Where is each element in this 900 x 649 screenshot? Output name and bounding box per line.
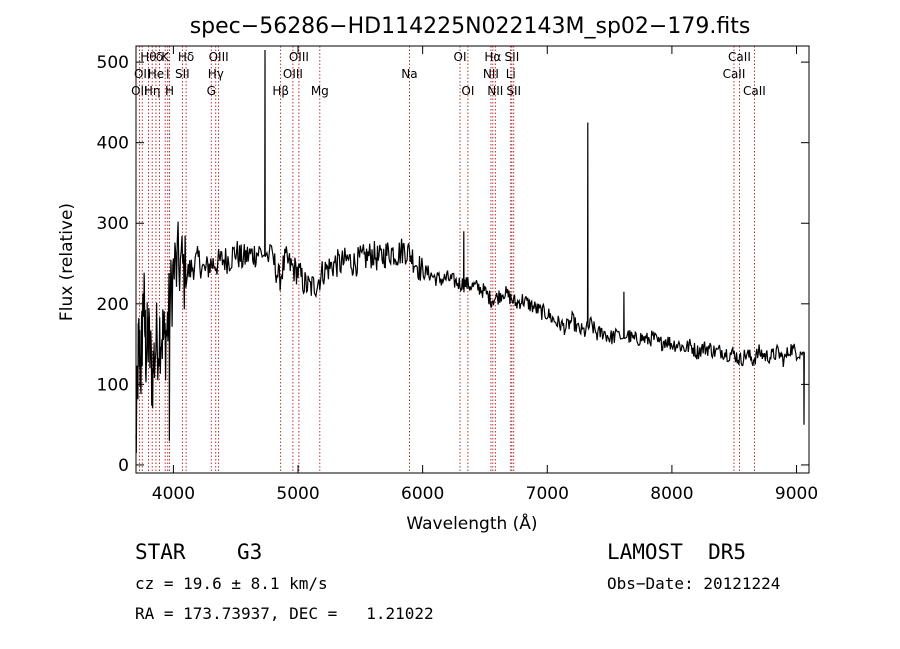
x-tick-label: 9000 <box>775 484 818 504</box>
spectral-line-markers <box>138 46 755 473</box>
y-tick-label: 500 <box>97 53 129 73</box>
spectral-line-label: SII <box>505 50 520 64</box>
spectral-line-label: NII <box>487 84 503 98</box>
spectral-line-label: OI <box>454 50 467 64</box>
y-tick-label: 100 <box>97 375 129 395</box>
y-tick-label: 0 <box>118 456 129 476</box>
spectral-line-label: Mg <box>311 84 329 98</box>
survey-release: LAMOST DR5 <box>607 540 747 564</box>
spectral-line-label: CaII <box>723 67 746 81</box>
spectral-line-label: Hα <box>484 50 501 64</box>
spectral-line-label: He <box>148 67 164 81</box>
spectral-line-label: G <box>207 84 216 98</box>
chart-title: spec−56286−HD114225N022143M_sp02−179.fit… <box>190 14 751 39</box>
x-axis: 4000 5000 6000 7000 8000 9000 <box>152 46 818 504</box>
spectral-line-label: Hγ <box>208 67 224 81</box>
plot-frame <box>135 45 810 474</box>
spectral-line-label: Hδ <box>178 50 194 64</box>
spectral-line-label: H <box>165 84 174 98</box>
spectral-line-label: OIII <box>283 67 303 81</box>
spectral-line-label: Hβ <box>272 84 289 98</box>
coordinates: RA = 173.73937, DEC = 1.21022 <box>135 604 434 623</box>
y-axis: 0 100 200 300 400 500 <box>97 53 809 476</box>
spectrum-line <box>135 49 805 454</box>
y-tick-label: 200 <box>97 295 129 315</box>
spectral-line-label: OI <box>461 84 474 98</box>
x-tick-label: 4000 <box>152 484 195 504</box>
redshift-velocity: cz = 19.6 ± 8.1 km/s <box>135 574 328 593</box>
object-subclass: G3 <box>237 540 263 564</box>
x-axis-label: Wavelength (Å) <box>406 512 537 534</box>
x-tick-label: 5000 <box>276 484 319 504</box>
spectral-line-label: Li <box>506 67 516 81</box>
y-axis-label: Flux (relative) <box>57 203 77 321</box>
y-tick-label: 300 <box>97 214 129 234</box>
x-tick-label: 6000 <box>401 484 444 504</box>
spectral-line-label: OII <box>131 84 148 98</box>
spectral-line-label: K <box>161 50 170 64</box>
spectrum-trace <box>135 49 805 454</box>
observation-date: Obs−Date: 20121224 <box>607 574 781 593</box>
spectral-line-label: Hθ <box>140 50 156 64</box>
y-tick-label: 400 <box>97 134 129 154</box>
object-class: STAR <box>135 540 186 564</box>
spectral-line-label: SII <box>506 84 521 98</box>
spectral-line-label: CaII <box>743 84 766 98</box>
spectral-line-label: OIII <box>209 50 229 64</box>
spectral-line-label: NII <box>483 67 499 81</box>
spectral-line-label: OIII <box>289 50 309 64</box>
spectral-line-label: SII <box>175 67 190 81</box>
spectral-line-label: Na <box>401 67 417 81</box>
spectral-line-label: δ <box>156 50 163 64</box>
x-tick-label: 7000 <box>526 484 569 504</box>
spectral-line-label: CaII <box>728 50 751 64</box>
spectral-line-label: I <box>166 67 170 81</box>
x-tick-label: 8000 <box>650 484 693 504</box>
spectral-line-labels: OIIOIIHθHηHeδKIHSIIHδGHγOIIIHβOIIIOIIIMg… <box>131 50 766 98</box>
spectral-line-label: OII <box>134 67 151 81</box>
spectral-line-label: Hη <box>144 84 161 98</box>
